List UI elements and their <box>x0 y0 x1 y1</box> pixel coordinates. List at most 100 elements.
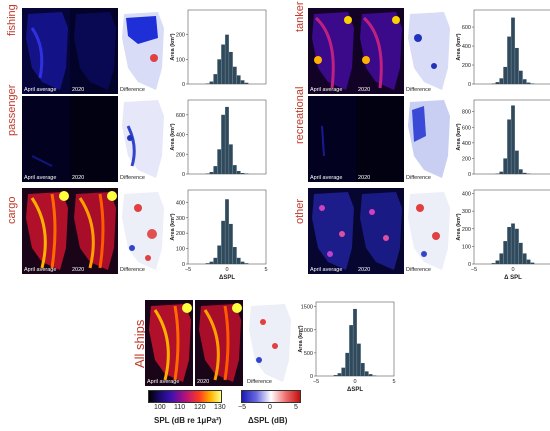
histogram-bar <box>515 47 519 84</box>
map-fishing-2020: 2020 <box>70 8 118 94</box>
y-tick-label: 200 <box>176 33 185 39</box>
histogram-bar <box>491 263 496 264</box>
x-axis-label: ΔSPL <box>219 275 235 281</box>
histogram-bar <box>244 82 249 84</box>
y-tick-label: 400 <box>462 141 471 147</box>
y-tick-label: 100 <box>462 244 471 250</box>
histogram-bar <box>205 263 210 264</box>
y-tick-label: 0 <box>182 82 185 88</box>
x-tick-label: 0 <box>511 267 514 273</box>
histogram-bar <box>236 257 241 264</box>
colorbar-dspl-tick: 5 <box>294 404 298 411</box>
row-label-cargo: cargo <box>6 196 18 224</box>
map-passenger-difference: Difference <box>118 96 166 182</box>
x-tick-label: −5 <box>313 379 319 385</box>
y-tick-label: 500 <box>304 351 313 357</box>
histogram-bar <box>209 81 214 84</box>
y-axis-label: Area (km²) <box>455 33 462 60</box>
histogram-bar <box>229 144 233 174</box>
histogram-bar <box>221 44 225 84</box>
y-tick-label: 200 <box>176 152 185 158</box>
y-axis-label: Area (km²) <box>455 123 462 150</box>
histogram-bar <box>503 241 508 264</box>
histogram-bar <box>213 166 218 174</box>
histogram-bar <box>217 149 222 174</box>
x-tick-label: −5 <box>471 267 477 273</box>
histogram-bar <box>499 171 504 174</box>
map-recreational-april: April average <box>308 96 356 182</box>
map-passenger-april: April average <box>22 96 70 182</box>
histogram-bar <box>357 343 361 376</box>
histogram-bar <box>221 220 225 264</box>
y-tick-label: 300 <box>176 216 185 222</box>
x-tick-label: 5 <box>392 379 395 385</box>
y-tick-label: 200 <box>176 231 185 237</box>
map-fishing-april: April average <box>22 8 70 94</box>
map-caption: April average <box>24 87 57 93</box>
histogram-bar <box>526 259 531 264</box>
map-caption: Difference <box>120 267 145 273</box>
y-tick-label: 200 <box>462 156 471 162</box>
map-caption: April average <box>24 175 57 181</box>
histogram-bar <box>364 371 369 376</box>
histogram-bar <box>229 223 233 264</box>
y-axis-label: Area (km²) <box>297 325 304 352</box>
y-axis-label: Area (km²) <box>169 213 176 240</box>
map-cargo-difference: Difference <box>118 188 166 274</box>
map-all-2020: 2020 <box>195 300 243 386</box>
y-tick-label: 0 <box>182 262 185 268</box>
map-caption: 2020 <box>72 87 85 93</box>
y-tick-label: 0 <box>182 172 185 178</box>
map-caption: 2020 <box>72 267 85 273</box>
colorbar-spl-tick: 110 <box>174 404 186 411</box>
histogram-bar <box>232 247 237 264</box>
histogram-bar <box>360 363 365 376</box>
x-tick-label: −5 <box>185 267 191 273</box>
colorbar-spl-tick: 120 <box>194 404 206 411</box>
histogram-bar <box>530 262 535 264</box>
histogram-bar <box>225 34 229 84</box>
histogram-bar <box>240 261 245 264</box>
map-caption: 2020 <box>358 87 371 93</box>
histogram-bar <box>244 263 249 264</box>
y-tick-label: 400 <box>462 192 471 198</box>
y-tick-label: 0 <box>468 262 471 268</box>
y-tick-label: 0 <box>468 172 471 178</box>
histogram-recreational: 0 200 400 600 800 Area (km²) <box>454 96 550 192</box>
histogram-bar <box>518 70 523 84</box>
map-caption: April average <box>310 267 343 273</box>
colorbar-spl <box>148 390 222 403</box>
y-tick-label: 400 <box>176 133 185 139</box>
row-label-tanker: tanker <box>294 1 306 32</box>
y-tick-label: 400 <box>462 44 471 50</box>
map-caption: Difference <box>406 175 431 181</box>
histogram-bar <box>232 66 237 84</box>
histogram-bar <box>217 59 222 84</box>
map-caption: April average <box>147 379 180 385</box>
map-caption: Difference <box>120 87 145 93</box>
map-caption: Difference <box>247 379 272 385</box>
histogram-bar <box>236 171 241 174</box>
x-tick-label: 0 <box>353 379 356 385</box>
histogram-bar <box>225 199 229 264</box>
histogram-bar <box>503 158 508 174</box>
map-other-2020: 2020 <box>356 188 404 274</box>
map-caption: Difference <box>406 87 431 93</box>
map-recreational-2020: 2020 <box>356 96 404 182</box>
y-axis-label: Area (km²) <box>169 33 176 60</box>
map-caption: Difference <box>406 267 431 273</box>
colorbar-spl-tick: 130 <box>214 404 226 411</box>
map-caption: 2020 <box>358 175 371 181</box>
y-tick-label: 200 <box>462 227 471 233</box>
histogram-bar <box>209 261 214 264</box>
histogram-cargo: 0 100 200 300 400 −5 0 5 ΔSPL Area (km²) <box>168 186 270 282</box>
map-caption: Difference <box>120 175 145 181</box>
histogram-bar <box>229 51 233 84</box>
histogram-bar <box>217 245 222 264</box>
x-tick-label: 0 <box>225 267 228 273</box>
map-caption: 2020 <box>358 267 371 273</box>
